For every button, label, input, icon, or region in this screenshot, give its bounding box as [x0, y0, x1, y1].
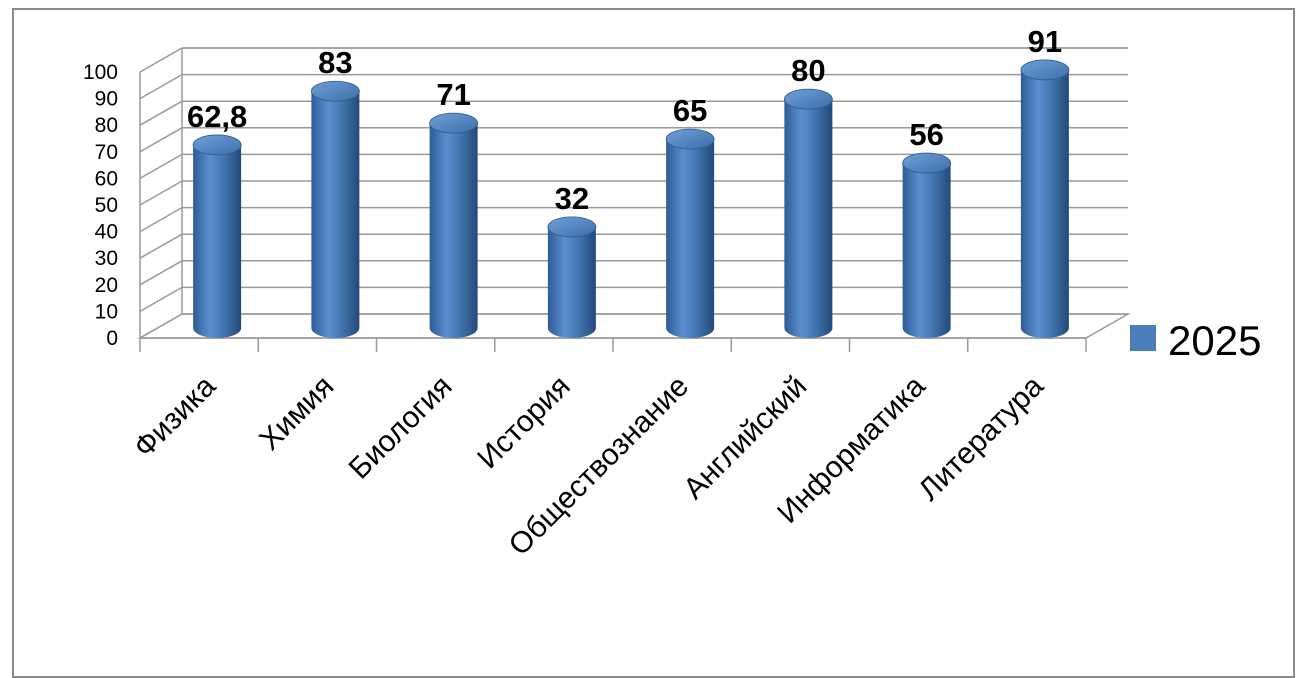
gridline-side [139, 313, 183, 339]
bar [1020, 59, 1070, 338]
legend: 2025 [1130, 317, 1261, 364]
data-labels: 62,8 83 71 32 65 80 56 91 [187, 24, 1062, 216]
x-axis [139, 337, 1087, 352]
bar [665, 128, 715, 338]
bar-top-cap [429, 112, 479, 134]
y-tick-label: 30 [95, 247, 118, 270]
gridline-side [139, 47, 183, 73]
bar [547, 216, 597, 338]
legend-label: 2025 [1168, 317, 1261, 364]
data-label: 91 [1028, 24, 1062, 59]
data-label: 32 [555, 181, 589, 216]
bar-body [902, 163, 951, 338]
y-tick-label: 20 [95, 274, 118, 297]
bar [429, 112, 479, 338]
y-tick-label: 40 [95, 221, 118, 244]
gridline-side [139, 73, 183, 100]
y-tick-label: 90 [95, 88, 118, 111]
data-label: 62,8 [187, 99, 247, 134]
floor [137, 313, 1131, 339]
bar-body [1020, 69, 1069, 338]
y-tick-label: 50 [95, 194, 118, 217]
category-labels: Физика Химия Биология ИсторияОбществознание… [128, 369, 1050, 562]
bar-top-cap [192, 134, 242, 156]
category-label: Литература [912, 369, 1050, 507]
y-tick-label: 0 [106, 327, 118, 350]
bar-body [784, 99, 833, 338]
chart-frame [12, 8, 1295, 678]
gridline-side [139, 206, 183, 233]
gridline-side [139, 180, 183, 206]
bar [192, 134, 242, 338]
chart-walls [137, 47, 1131, 339]
bar-top-cap [1020, 59, 1070, 81]
bar-series [192, 59, 1070, 338]
data-label: 83 [318, 45, 352, 80]
bar-body [429, 123, 478, 338]
bar [310, 80, 360, 338]
bar-body [547, 226, 596, 338]
y-tick-label: 60 [95, 167, 118, 190]
bar-top-cap [547, 216, 597, 238]
category-label: Химия [253, 370, 340, 457]
gridline-side [139, 286, 183, 313]
legend-swatch [1130, 325, 1156, 351]
gridline-side [139, 260, 183, 286]
gridline-side [139, 233, 183, 259]
bar-body [311, 91, 360, 338]
bar-body [666, 139, 715, 338]
y-tick-label: 80 [95, 114, 118, 137]
data-label: 65 [673, 93, 707, 128]
data-label: 71 [436, 77, 470, 112]
bar-top-cap [310, 80, 360, 102]
bar-chart: 0 10 20 30 40 50 60 70 80 90 100 62,8 83 71 32 65 80 56 9… [83, 24, 1261, 562]
category-label: Физика [128, 369, 223, 464]
bar-body [193, 144, 242, 338]
gridline-side [139, 127, 183, 153]
y-tick-label: 10 [95, 300, 118, 323]
gridline-side [139, 100, 183, 126]
category-label: Биология [343, 370, 459, 486]
category-label: История [471, 370, 577, 476]
bar [783, 88, 833, 338]
bar [902, 152, 952, 338]
y-axis-ticks: 0 10 20 30 40 50 60 70 80 90 100 [83, 61, 118, 350]
y-tick-label: 70 [95, 141, 118, 164]
gridlines [139, 47, 1128, 339]
data-label: 80 [791, 53, 825, 88]
bar-top-cap [902, 152, 952, 174]
bar-top-cap [783, 88, 833, 110]
y-tick-label: 100 [83, 61, 118, 84]
data-label: 56 [909, 117, 943, 152]
gridline-side [139, 153, 183, 180]
bar-top-cap [665, 128, 715, 150]
